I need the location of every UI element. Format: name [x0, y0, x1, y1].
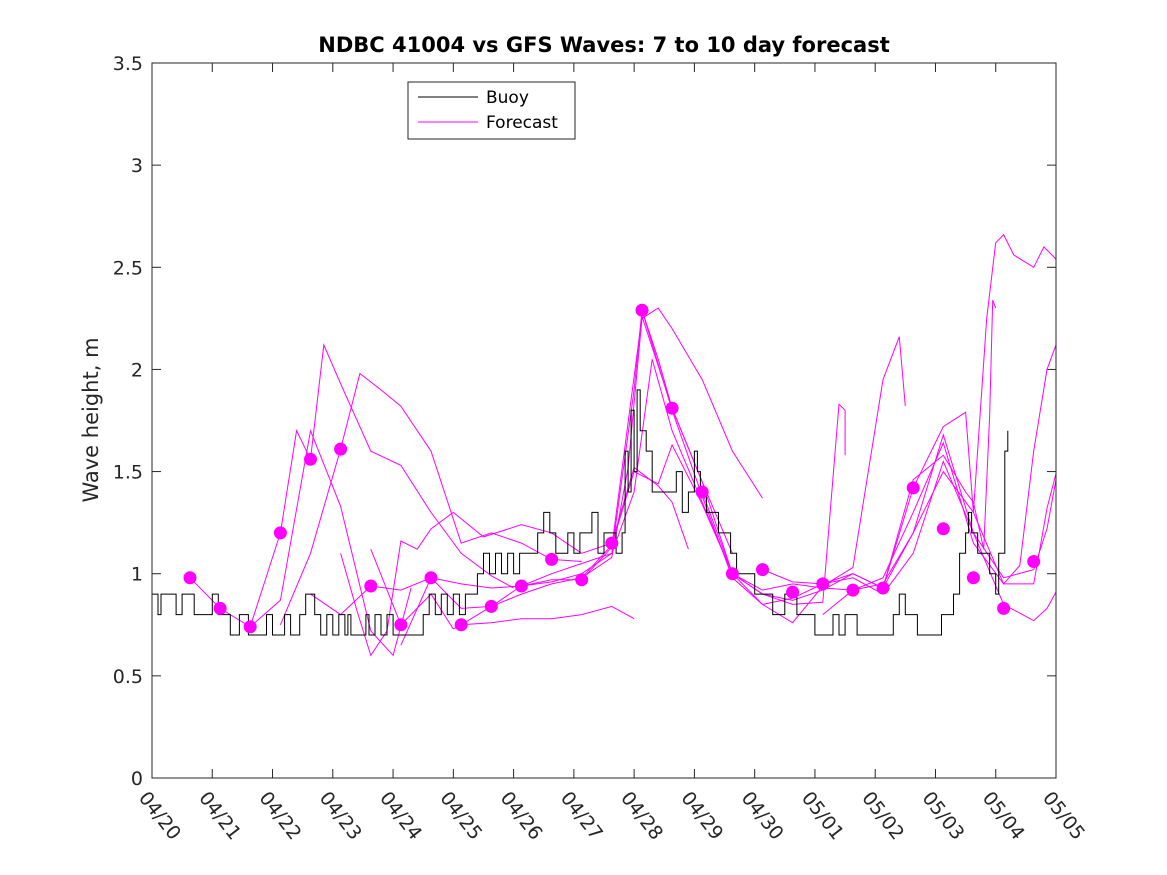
forecast-marker: [997, 601, 1011, 615]
forecast-marker: [273, 526, 287, 540]
y-tick-label: 2.5: [113, 257, 143, 279]
y-tick-label: 1: [131, 564, 143, 586]
legend-buoy-label: Buoy: [486, 88, 529, 108]
forecast-marker: [966, 571, 980, 585]
plot-content: [152, 233, 1056, 657]
forecast-line: [882, 433, 1056, 622]
forecast-line: [822, 441, 1056, 615]
plot-area: [152, 63, 1056, 778]
forecast-marker: [725, 567, 739, 581]
y-tick-label: 0: [131, 768, 143, 790]
y-tick-label: 3: [131, 155, 143, 177]
forecast-marker: [635, 303, 649, 317]
forecast-marker: [936, 522, 950, 536]
legend-box: [407, 81, 576, 140]
forecast-marker: [213, 601, 227, 615]
forecast-line: [400, 307, 763, 646]
forecast-marker: [695, 485, 709, 499]
y-tick-label: 2: [131, 359, 143, 381]
forecast-marker: [514, 579, 528, 593]
forecast-marker: [424, 571, 438, 585]
forecast-marker: [906, 481, 920, 495]
forecast-marker: [183, 571, 197, 585]
chart-title: NDBC 41004 vs GFS Waves: 7 to 10 day for…: [318, 33, 889, 57]
forecast-marker: [304, 452, 317, 466]
forecast-line: [641, 233, 1056, 605]
y-tick-label: 3.5: [113, 53, 143, 75]
forecast-marker: [394, 618, 408, 632]
forecast-marker: [786, 585, 800, 599]
forecast-marker: [816, 577, 830, 591]
plot-frame: [151, 62, 1057, 779]
forecast-line: [460, 310, 846, 626]
forecast-marker: [484, 599, 498, 613]
forecast-marker: [1027, 555, 1041, 568]
forecast-marker: [243, 620, 257, 634]
forecast-marker: [334, 442, 348, 456]
forecast-marker: [846, 583, 860, 597]
forecast-line: [279, 372, 582, 625]
forecast-marker: [575, 573, 589, 587]
y-axis-ticks: 0 0.5 1 1.5 2 2.5 3 3.5: [113, 53, 1056, 790]
y-tick-label: 1.5: [113, 462, 143, 484]
y-tick-label: 0.5: [113, 666, 143, 688]
forecast-marker: [605, 536, 619, 550]
forecast-marker: [454, 618, 468, 632]
forecast-line: [340, 466, 689, 657]
forecast-line: [370, 549, 635, 630]
legend: Buoy Forecast: [407, 81, 576, 140]
forecast-marker: [756, 563, 769, 577]
y-axis-label: Wave height, m: [79, 337, 103, 502]
forecast-marker: [876, 581, 890, 595]
forecast-marker: [364, 579, 378, 593]
buoy-line: [152, 389, 1009, 636]
legend-forecast-label: Forecast: [486, 113, 558, 133]
forecast-line: [249, 342, 514, 627]
forecast-marker: [665, 401, 679, 415]
forecast-line: [581, 299, 997, 601]
forecast-marker: [545, 552, 559, 566]
forecast-markers: [183, 303, 1041, 634]
buoy-line-group: [152, 389, 1009, 636]
